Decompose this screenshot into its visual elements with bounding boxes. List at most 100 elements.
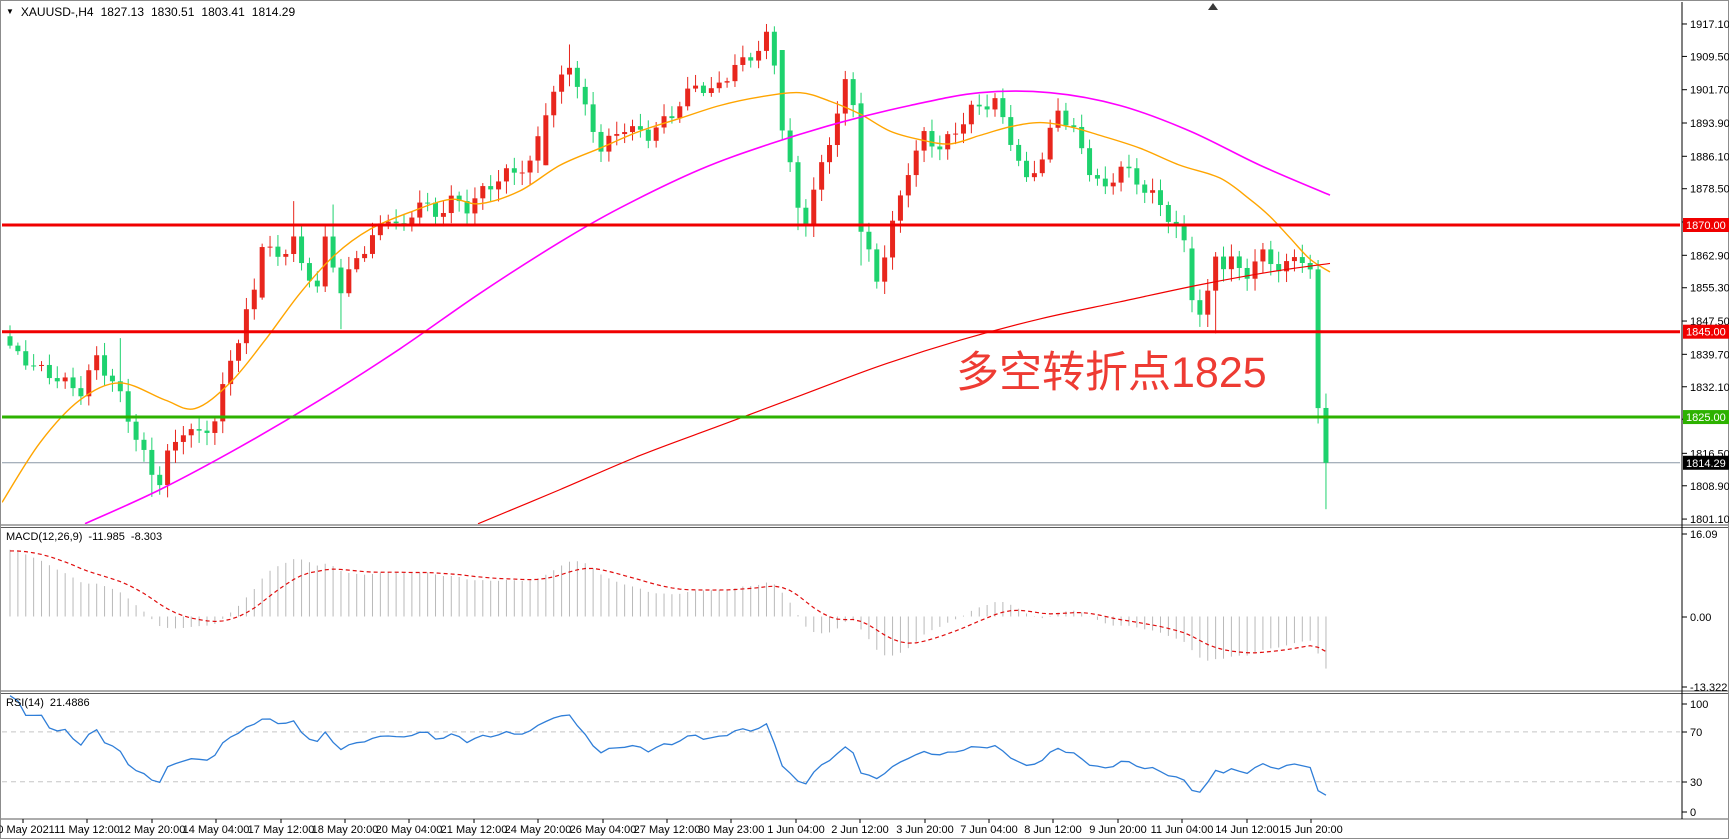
- candle: [1268, 249, 1274, 265]
- main-panel: [2, 23, 1680, 524]
- macd-value: -11.985: [88, 531, 125, 543]
- candle: [669, 116, 675, 119]
- candle: [31, 365, 37, 367]
- candle: [527, 160, 533, 173]
- candle: [1284, 261, 1290, 272]
- candle: [362, 253, 368, 259]
- candle: [811, 189, 817, 227]
- macd-axis-label: -13.322: [1690, 682, 1727, 694]
- rsi-indicator-label: RSI(14) 21.4886: [6, 697, 90, 709]
- candle: [1024, 160, 1030, 178]
- candle: [1008, 117, 1014, 145]
- candle: [700, 85, 706, 93]
- candle: [330, 236, 336, 268]
- candle: [834, 113, 840, 146]
- candle: [661, 116, 667, 128]
- candle: [819, 162, 825, 190]
- candle: [488, 186, 494, 190]
- candle: [1236, 256, 1242, 268]
- candle: [1110, 182, 1116, 187]
- time-label: 11 Jun 04:00: [1151, 824, 1214, 836]
- symbol-period-label: XAUUSD-,H4: [20, 5, 94, 19]
- candle: [740, 57, 746, 65]
- candle: [543, 115, 549, 166]
- time-label: 30 May 23:00: [698, 824, 765, 836]
- time-label: 2 Jun 12:00: [831, 824, 889, 836]
- candle: [874, 249, 880, 282]
- candle: [228, 360, 234, 385]
- symbol-header: ▼ XAUUSD-,H4 1827.13 1830.51 1803.41 181…: [6, 5, 295, 19]
- candle: [574, 67, 580, 87]
- candle: [62, 377, 68, 382]
- support-price-badge-label: 1825.00: [1686, 412, 1726, 424]
- candle: [377, 223, 383, 236]
- rsi-value: 21.4886: [49, 697, 90, 709]
- candle: [1157, 190, 1163, 206]
- time-label: 26 May 04:00: [570, 824, 637, 836]
- candle: [149, 449, 155, 475]
- candle: [1000, 98, 1006, 118]
- candle: [748, 57, 754, 61]
- candle: [243, 309, 249, 344]
- candle: [86, 370, 92, 397]
- candle: [212, 421, 218, 433]
- price-tick-label: 1909.50: [1690, 51, 1729, 63]
- candle: [1094, 175, 1100, 179]
- candle: [850, 79, 856, 106]
- candle: [598, 131, 604, 152]
- candle: [70, 377, 76, 389]
- candle: [346, 269, 352, 294]
- candle: [937, 146, 943, 150]
- time-label: 20 May 04:00: [376, 824, 443, 836]
- candle: [882, 257, 888, 282]
- resistance-price-badge-label: 1870.00: [1686, 220, 1726, 232]
- candle: [1134, 168, 1140, 185]
- candle: [165, 450, 171, 486]
- candle: [953, 133, 959, 135]
- candle: [1071, 125, 1077, 127]
- candle: [1118, 166, 1124, 183]
- candle: [1189, 248, 1195, 301]
- candle: [23, 351, 29, 366]
- candle: [299, 236, 305, 264]
- resistance-price-badge-label: 1845.00: [1686, 327, 1726, 339]
- candle: [1055, 110, 1061, 128]
- candle: [196, 429, 202, 431]
- time-label: 17 May 12:00: [248, 824, 315, 836]
- candle: [220, 384, 226, 422]
- candle: [582, 86, 588, 105]
- candle: [39, 364, 45, 366]
- pivot-annotation-text[interactable]: 多空转折点1825: [956, 349, 1267, 397]
- candle: [842, 79, 848, 114]
- candle: [1291, 257, 1297, 262]
- candle: [1150, 190, 1156, 193]
- ohlc-close: 1814.29: [251, 5, 296, 19]
- candle: [472, 198, 478, 214]
- symbol-dropdown-icon[interactable]: ▼: [6, 6, 14, 16]
- candle: [968, 104, 974, 125]
- chart-shift-marker-icon[interactable]: [1208, 3, 1218, 10]
- candle: [180, 435, 186, 442]
- candle: [1063, 110, 1069, 126]
- price-tick-label: 1839.70: [1690, 349, 1729, 361]
- candle: [15, 345, 21, 352]
- price-tick-label: 1801.10: [1690, 514, 1729, 526]
- candle: [960, 124, 966, 134]
- candle: [1079, 126, 1085, 149]
- candle: [724, 81, 730, 83]
- rsi-line: [9, 695, 1327, 796]
- candle: [803, 207, 809, 227]
- candle: [259, 247, 265, 298]
- candle: [417, 202, 423, 218]
- candle: [1228, 256, 1234, 270]
- candle: [172, 441, 178, 451]
- candle: [267, 246, 273, 248]
- price-tick-label: 1886.10: [1690, 151, 1729, 163]
- candle: [448, 195, 454, 214]
- candle: [1126, 166, 1132, 169]
- candle: [291, 236, 297, 254]
- candle: [1197, 300, 1203, 315]
- rsi-panel: [2, 695, 1680, 796]
- candle: [685, 88, 691, 107]
